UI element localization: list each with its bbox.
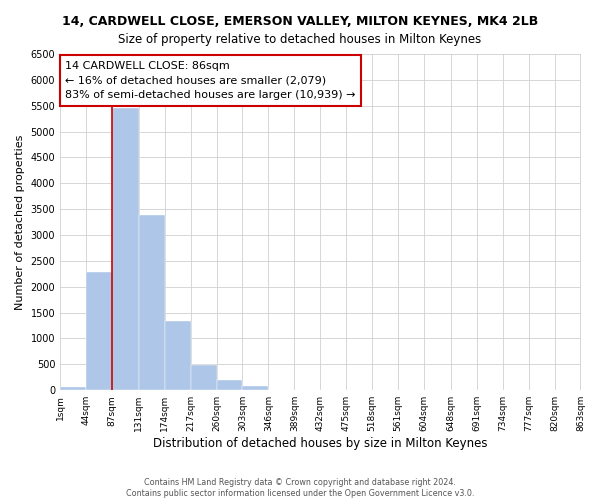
Text: Contains HM Land Registry data © Crown copyright and database right 2024.
Contai: Contains HM Land Registry data © Crown c…: [126, 478, 474, 498]
Bar: [217, 380, 242, 390]
Bar: [164, 321, 191, 390]
Bar: [60, 387, 86, 390]
Bar: [191, 366, 217, 390]
Bar: [242, 386, 268, 390]
Text: Size of property relative to detached houses in Milton Keynes: Size of property relative to detached ho…: [118, 32, 482, 46]
Y-axis label: Number of detached properties: Number of detached properties: [15, 134, 25, 310]
Text: 14, CARDWELL CLOSE, EMERSON VALLEY, MILTON KEYNES, MK4 2LB: 14, CARDWELL CLOSE, EMERSON VALLEY, MILT…: [62, 15, 538, 28]
Bar: [86, 272, 112, 390]
Bar: [139, 216, 164, 390]
Bar: [112, 108, 139, 390]
Text: 14 CARDWELL CLOSE: 86sqm
← 16% of detached houses are smaller (2,079)
83% of sem: 14 CARDWELL CLOSE: 86sqm ← 16% of detach…: [65, 60, 356, 100]
X-axis label: Distribution of detached houses by size in Milton Keynes: Distribution of detached houses by size …: [153, 437, 488, 450]
